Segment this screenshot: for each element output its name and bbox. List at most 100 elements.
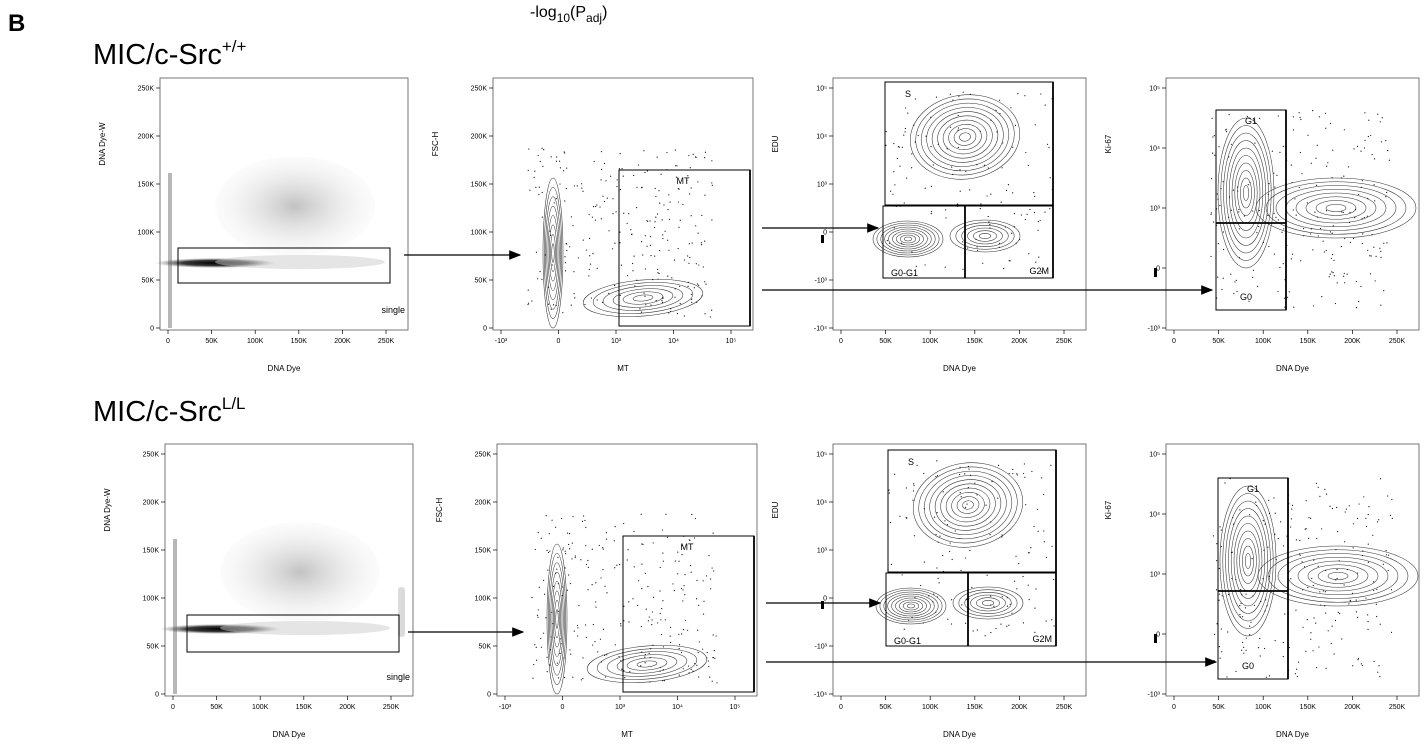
r1-p3-event [1325, 569, 1327, 572]
r0-p1-event [619, 242, 621, 244]
r0-p2-g1-contour [884, 226, 932, 252]
r0-p3-xtick-label: 100K [1255, 338, 1272, 345]
r1-p0-xlabel: DNA Dye [273, 730, 306, 739]
r1-p1-event [648, 652, 650, 654]
r0-p1-event [654, 255, 656, 257]
r1-p2-g1-contour [887, 593, 935, 619]
r0-p1-event [650, 304, 652, 306]
r0-p2-event [989, 227, 991, 229]
r1-p2-event [920, 584, 922, 587]
r0-p2-event [885, 130, 887, 133]
r1-p1-event [545, 515, 547, 517]
r0-p3-event [1312, 305, 1315, 307]
r0-p2-event [910, 167, 913, 169]
r0-p3-event [1331, 271, 1333, 273]
r0-p3-event [1360, 150, 1362, 152]
r0-p1-event [687, 255, 689, 257]
r1-p1-event [602, 548, 604, 550]
r1-p3-event [1361, 664, 1363, 667]
r0-p3-event [1292, 116, 1294, 118]
r1-p3-event [1365, 525, 1368, 528]
r1-p3-event [1232, 517, 1234, 519]
r1-p1-ytick-label: 250K [475, 452, 492, 459]
r0-p2-s-contour [920, 102, 1010, 172]
r1-p1-ylabel: FSC-H [435, 498, 444, 523]
r1-p3-main-contour [1242, 545, 1254, 577]
r0-p3-event [1318, 116, 1320, 118]
r1-p2-panel: DNA Dye EDU -10⁴ -10³ 0 10³ 10⁴ 10⁵ 0 50K 100K 150K… [771, 443, 1087, 739]
r1-p1-event [623, 605, 625, 607]
r1-p3-event [1376, 521, 1379, 523]
r1-p2-event [890, 563, 892, 566]
r1-p3-event [1317, 565, 1319, 567]
r0-p2-event [962, 91, 964, 93]
r1-p1-event [712, 532, 714, 534]
r0-p1-event [668, 249, 670, 251]
r0-p3-event [1281, 231, 1283, 233]
r1-p1-event [580, 559, 582, 561]
r1-p3-event [1357, 616, 1359, 618]
r0-p1-event [556, 156, 558, 158]
r0-p1-event [668, 218, 671, 220]
r0-p0-xtick-label: 50K [205, 338, 218, 345]
r1-p1-event [543, 593, 546, 595]
r0-p1-event [677, 247, 679, 250]
r1-p2-g2m-contour [958, 589, 1018, 617]
r0-p1-event [527, 289, 529, 291]
r0-p2-event [1044, 104, 1046, 106]
r0-p2-event [952, 99, 954, 101]
r0-p1-event [544, 254, 546, 256]
r0-p1-event [537, 154, 539, 157]
r0-p1-event [695, 225, 697, 227]
r1-p3-event [1352, 665, 1354, 667]
r1-p1-event [554, 526, 557, 528]
r1-p1-event [642, 543, 644, 545]
r0-p3-event [1273, 212, 1275, 214]
r1-p1-event [648, 616, 650, 618]
r0-p2-ytick-label: -10⁴ [814, 326, 827, 333]
r1-p2-g1-contour [906, 603, 916, 609]
r0-p2-event [915, 265, 917, 268]
r1-p0-ytick-label: 200K [143, 500, 160, 507]
r1-p2-s-contour [912, 462, 1024, 548]
r0-p3-event [1228, 216, 1230, 218]
r1-p3-main-contour [1225, 500, 1271, 622]
r0-p3-gate-outer [1215, 109, 1287, 311]
r1-p1-event [564, 550, 566, 552]
r1-p1-event [694, 663, 696, 665]
r1-p1-event [587, 559, 589, 562]
r0-p3-event [1222, 231, 1225, 233]
r1-p1-event [540, 537, 542, 539]
r1-p1-event [602, 569, 604, 571]
r1-p3-event [1214, 633, 1216, 635]
r0-p1-event [535, 251, 537, 253]
r0-p3-tail-contour [1265, 181, 1407, 235]
r0-p3-event [1374, 158, 1376, 160]
r0-p3-event [1236, 186, 1239, 188]
r1-p2-g1-contour [891, 595, 931, 617]
r1-p3-event [1243, 652, 1245, 654]
r1-p1-event [553, 637, 555, 639]
r1-p1-event [568, 548, 571, 550]
r1-p2-ytick-label: 10³ [817, 548, 828, 555]
r0-p1-event [637, 164, 640, 166]
r0-p1-event [679, 285, 681, 287]
r0-p1-event [667, 239, 669, 241]
r1-p1-event [614, 644, 616, 646]
r1-p1-event [591, 584, 593, 586]
r1-p3-event [1335, 579, 1337, 581]
r0-p3-event [1321, 296, 1323, 298]
r0-p1-event [558, 160, 561, 162]
r0-p2-event [975, 238, 977, 240]
r1-p1-event [542, 632, 545, 634]
r1-p3-tail-contour [1307, 564, 1369, 588]
r1-p3-event [1310, 632, 1312, 634]
r1-p2-event [1001, 534, 1003, 536]
r0-p0-ytick-label: 0 [150, 326, 154, 333]
r1-p3-event [1240, 588, 1242, 591]
r0-p1-event [528, 148, 530, 150]
r0-p3-event [1251, 276, 1254, 278]
r1-p2-event [1000, 623, 1002, 625]
r0-p1-event [636, 279, 638, 281]
r0-p3-event [1330, 122, 1332, 124]
